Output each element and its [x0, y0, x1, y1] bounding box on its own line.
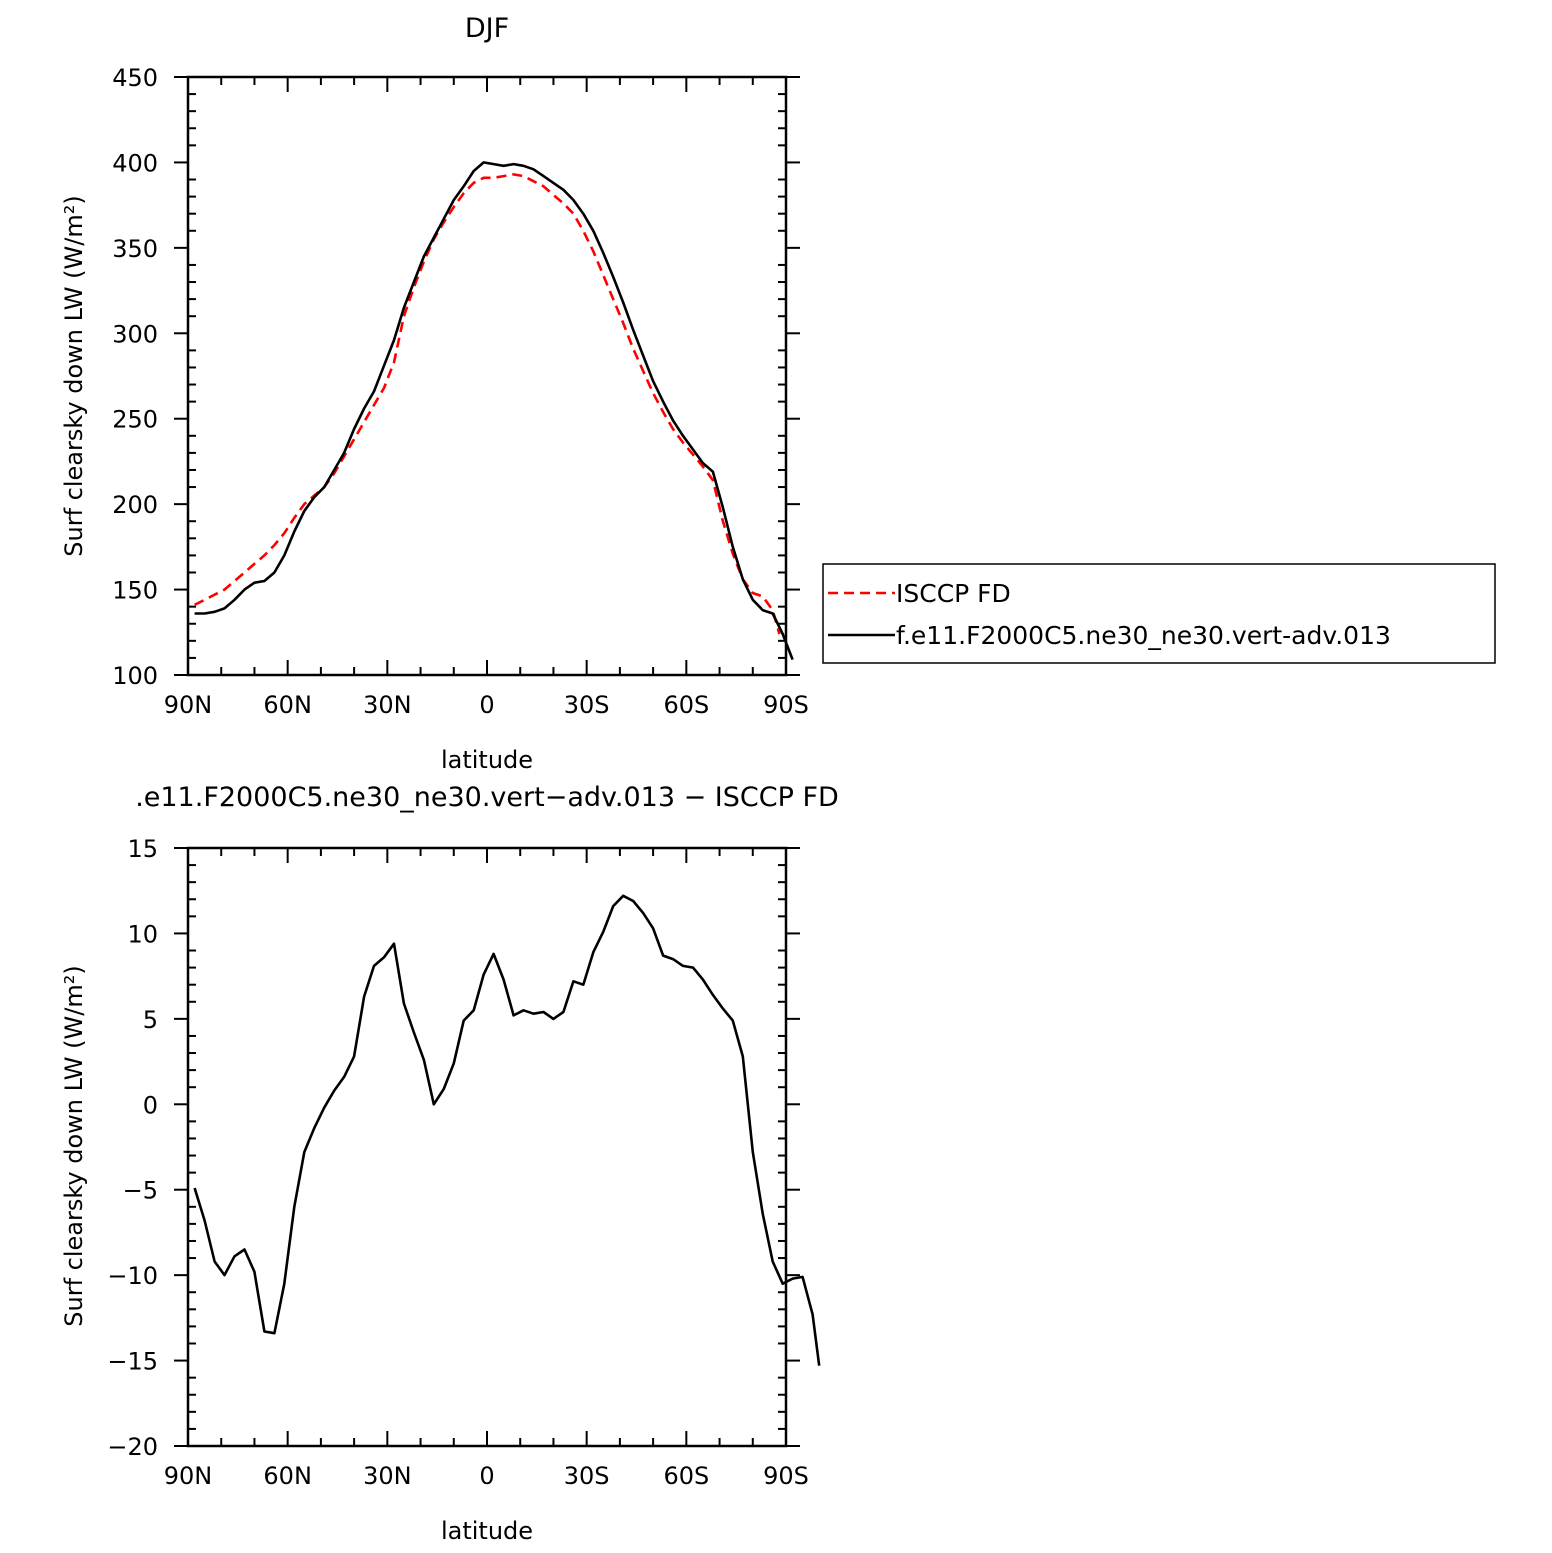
bottom-y-tick-label: −15 — [107, 1348, 158, 1376]
top-x-tick-label: 90S — [763, 691, 809, 719]
bottom-x-axis-label: latitude — [441, 1517, 533, 1545]
top-x-tick-label: 60S — [663, 691, 709, 719]
top-y-tick-label: 300 — [112, 320, 158, 348]
top-y-axis-label: Surf clearsky down LW (W/m²) — [60, 195, 88, 556]
top-y-tick-label: 150 — [112, 577, 158, 605]
bottom-y-axis: −20 −15 −10 −5 0 5 10 15 — [107, 835, 800, 1461]
bottom-x-tick-label: 30N — [363, 1462, 412, 1490]
bottom-series-line-0 — [193, 894, 821, 1366]
top-x-tick-label: 90N — [164, 691, 213, 719]
bottom-panel-title: .e11.F2000C5.ne30_ne30.vert−adv.013 − IS… — [135, 782, 839, 813]
bottom-y-tick-label: 10 — [127, 920, 158, 948]
top-x-tick-label: 30N — [363, 691, 412, 719]
legend-label-model: f.e11.F2000C5.ne30_ne30.vert-adv.013 — [896, 621, 1391, 650]
top-series-lines — [194, 161, 794, 661]
top-series-line-1 — [194, 161, 794, 661]
top-y-tick-label: 250 — [112, 406, 158, 434]
top-y-tick-label: 450 — [112, 64, 158, 92]
top-y-tick-label: 100 — [112, 662, 158, 690]
bottom-y-tick-label: 5 — [143, 1006, 158, 1034]
top-panel-title: DJF — [465, 13, 509, 44]
bottom-panel: .e11.F2000C5.ne30_ne30.vert−adv.013 − IS… — [60, 782, 839, 1545]
top-series-line-0 — [194, 173, 781, 635]
bottom-y-tick-label: −20 — [107, 1433, 158, 1461]
bottom-y-tick-label: 15 — [127, 835, 158, 863]
bottom-x-tick-label: 90N — [164, 1462, 213, 1490]
bottom-x-tick-label: 60S — [663, 1462, 709, 1490]
legend: ISCCP FD f.e11.F2000C5.ne30_ne30.vert-ad… — [822, 563, 1496, 664]
bottom-x-tick-label: 90S — [763, 1462, 809, 1490]
top-y-tick-label: 400 — [112, 149, 158, 177]
top-x-axis-label: latitude — [441, 746, 533, 774]
bottom-x-tick-label: 30S — [564, 1462, 610, 1490]
bottom-y-tick-label: 0 — [143, 1091, 158, 1119]
top-plot-frame — [186, 75, 788, 677]
top-x-tick-label: 0 — [479, 691, 494, 719]
top-x-tick-label: 30S — [564, 691, 610, 719]
bottom-y-tick-label: −5 — [123, 1177, 158, 1205]
top-y-tick-label: 200 — [112, 491, 158, 519]
top-y-axis: 100 150 200 250 300 350 400 450 — [112, 64, 800, 690]
bottom-plot-frame — [186, 846, 788, 1448]
bottom-y-axis-label: Surf clearsky down LW (W/m²) — [60, 965, 88, 1326]
top-panel: DJF 90N 60N 30N 0 30S 60S 90S 100 150 200 250 300 3… — [60, 13, 1496, 774]
bottom-series-lines — [193, 894, 821, 1366]
bottom-x-axis: 90N 60N 30N 0 30S 60S 90S — [164, 848, 809, 1490]
top-y-tick-label: 350 — [112, 235, 158, 263]
legend-box — [822, 563, 1496, 664]
bottom-x-tick-label: 60N — [263, 1462, 312, 1490]
top-x-axis: 90N 60N 30N 0 30S 60S 90S — [164, 77, 809, 719]
top-x-tick-label: 60N — [263, 691, 312, 719]
legend-label-isccp: ISCCP FD — [896, 579, 1011, 608]
bottom-x-tick-label: 0 — [479, 1462, 494, 1490]
bottom-y-tick-label: −10 — [107, 1262, 158, 1290]
